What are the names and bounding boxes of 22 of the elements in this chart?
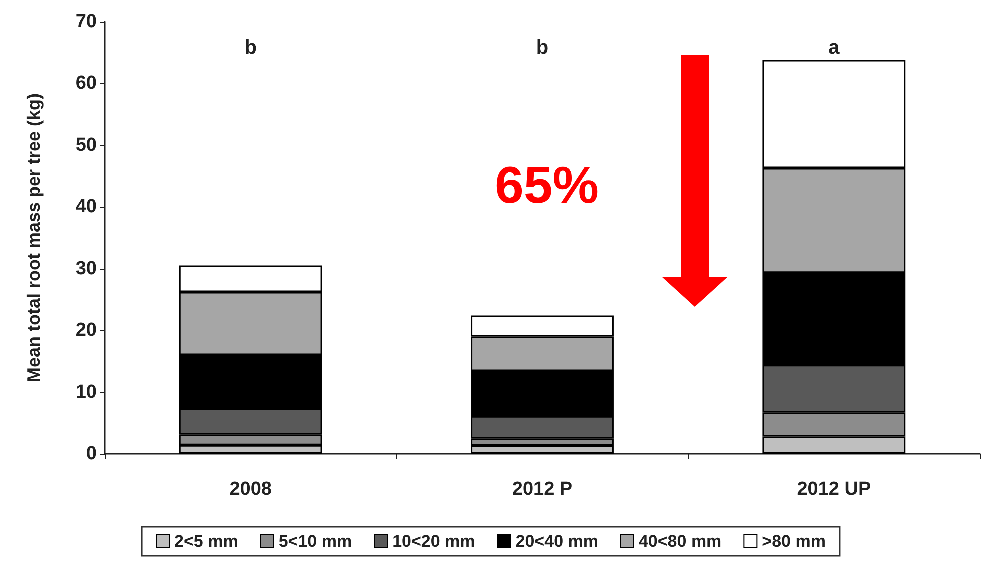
y-tick-label: 70: [76, 12, 97, 32]
y-tick-label: 60: [76, 73, 97, 94]
x-tick-label: 2012 P: [512, 479, 573, 500]
y-tick-label: 40: [76, 196, 97, 218]
legend-label: 5<10 mm: [278, 532, 352, 551]
annotation: 65%: [494, 157, 600, 215]
legend-label: 2<5 mm: [174, 532, 238, 551]
y-tick-label: 0: [86, 444, 97, 464]
y-tick-label: 30: [76, 258, 97, 280]
y-tick-label: 20: [76, 320, 97, 342]
annotation: b: [244, 37, 257, 59]
legend-label: 10<20 mm: [392, 532, 476, 551]
legend-label: 20<40 mm: [516, 532, 598, 551]
y-tick-label: 50: [76, 134, 97, 156]
x-tick-label: 2012 UP: [797, 479, 872, 500]
legend-label: >80 mm: [762, 532, 826, 551]
y-tick-label: 10: [76, 382, 97, 403]
annotation: a: [828, 37, 841, 59]
y-axis-title: Mean total root mass per tree (kg): [24, 93, 44, 383]
annotation: b: [536, 37, 549, 59]
x-tick-label: 2008: [230, 479, 272, 500]
legend-label: 40<80 mm: [638, 532, 722, 551]
